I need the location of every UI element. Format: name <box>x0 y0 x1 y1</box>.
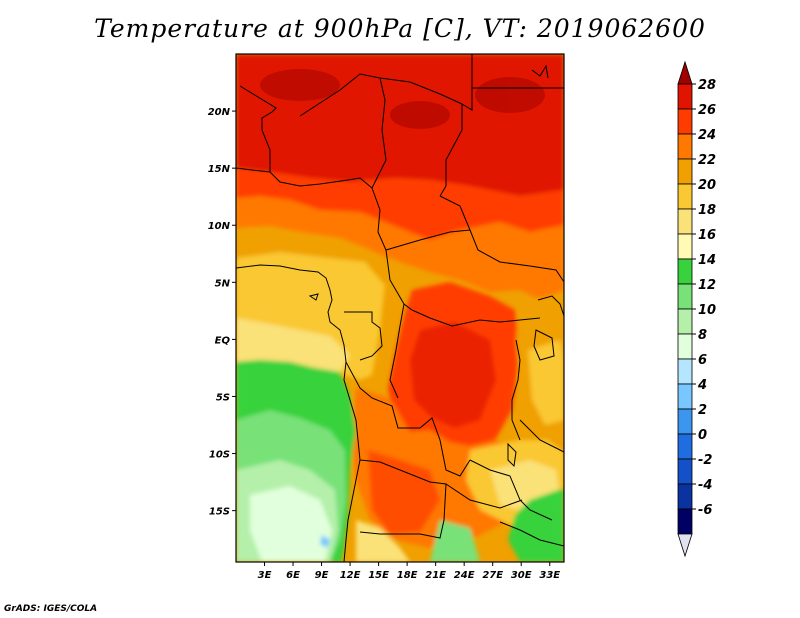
colorbar-label: 12 <box>698 278 716 293</box>
colorbar-swatch <box>677 483 693 510</box>
colorbar-bottom-arrow <box>677 533 693 558</box>
lat-tick-label: 15N <box>208 164 231 175</box>
longitude-axis: 3E 6E 9E 12E 15E 18E 21E 24E 27E 30E 33E <box>258 562 560 581</box>
colorbar-label: 18 <box>698 203 716 218</box>
colorbar-label: 20 <box>698 178 716 193</box>
lat-tick-label: 5N <box>215 278 231 289</box>
colorbar-swatch <box>677 308 693 335</box>
colorbar-swatch <box>677 383 693 410</box>
colorbar-swatch <box>677 183 693 210</box>
colorbar-label: 8 <box>698 328 707 343</box>
lon-tick-label: 18E <box>397 570 418 581</box>
colorbar-label: 2 <box>698 403 707 418</box>
colorbar-label: -6 <box>698 503 712 518</box>
colorbar-label: 0 <box>698 428 707 443</box>
colorbar-swatch <box>677 458 693 485</box>
lon-tick-label: 9E <box>315 570 329 581</box>
temperature-field <box>236 54 564 562</box>
colorbar-swatch <box>677 433 693 460</box>
lat-tick-label: 5S <box>216 392 230 403</box>
lon-tick-label: 3E <box>258 570 272 581</box>
lon-tick-label: 21E <box>425 570 446 581</box>
lat-tick-label: EQ <box>215 335 231 346</box>
lat-tick-label: 10S <box>209 450 230 461</box>
map-frame <box>235 53 565 563</box>
lon-tick-label: 15E <box>368 570 389 581</box>
lon-tick-label: 12E <box>340 570 361 581</box>
colorbar-label: 6 <box>698 353 707 368</box>
colorbar-swatch <box>677 283 693 310</box>
colorbar-swatch <box>677 508 693 535</box>
map-title: Temperature at 900hPa [C], VT: 201906260… <box>94 14 706 43</box>
colorbar-label: 24 <box>698 128 716 143</box>
lat-tick-label: 10N <box>208 221 231 232</box>
colorbar-top-arrow <box>677 60 693 85</box>
colorbar-label: 26 <box>698 103 716 118</box>
lon-tick-label: 33E <box>539 570 560 581</box>
colorbar-swatch <box>677 83 693 110</box>
colorbar-swatch <box>677 408 693 435</box>
colorbar-swatch <box>677 208 693 235</box>
colorbar-swatch <box>677 133 693 160</box>
colorbar-label: 28 <box>698 78 716 93</box>
colorbar-swatch <box>677 233 693 260</box>
colorbar-swatch <box>677 158 693 185</box>
colorbar-label: 4 <box>697 378 707 393</box>
colorbar-swatch <box>677 358 693 385</box>
colorbar-swatch <box>677 108 693 135</box>
lon-tick-label: 6E <box>286 570 300 581</box>
lon-tick-label: 27E <box>482 570 503 581</box>
lat-tick-label: 15S <box>209 507 230 518</box>
colorbar-swatch <box>677 333 693 360</box>
colorbar-label: 14 <box>698 253 716 268</box>
latitude-axis: 20N 15N 10N 5N EQ 5S 10S 15S <box>208 107 236 518</box>
colorbar-label: 16 <box>698 228 716 243</box>
lon-tick-label: 30E <box>511 570 532 581</box>
lon-tick-label: 24E <box>454 570 475 581</box>
grads-credit: GrADS: IGES/COLA <box>4 604 98 614</box>
colorbar-label: -2 <box>698 453 712 468</box>
colorbar-label: -4 <box>698 478 712 493</box>
country-borders <box>236 54 564 562</box>
colorbar-swatch <box>677 258 693 285</box>
lat-tick-label: 20N <box>208 107 231 118</box>
colorbar-label: 22 <box>698 153 716 168</box>
colorbar-label: 10 <box>698 303 716 318</box>
